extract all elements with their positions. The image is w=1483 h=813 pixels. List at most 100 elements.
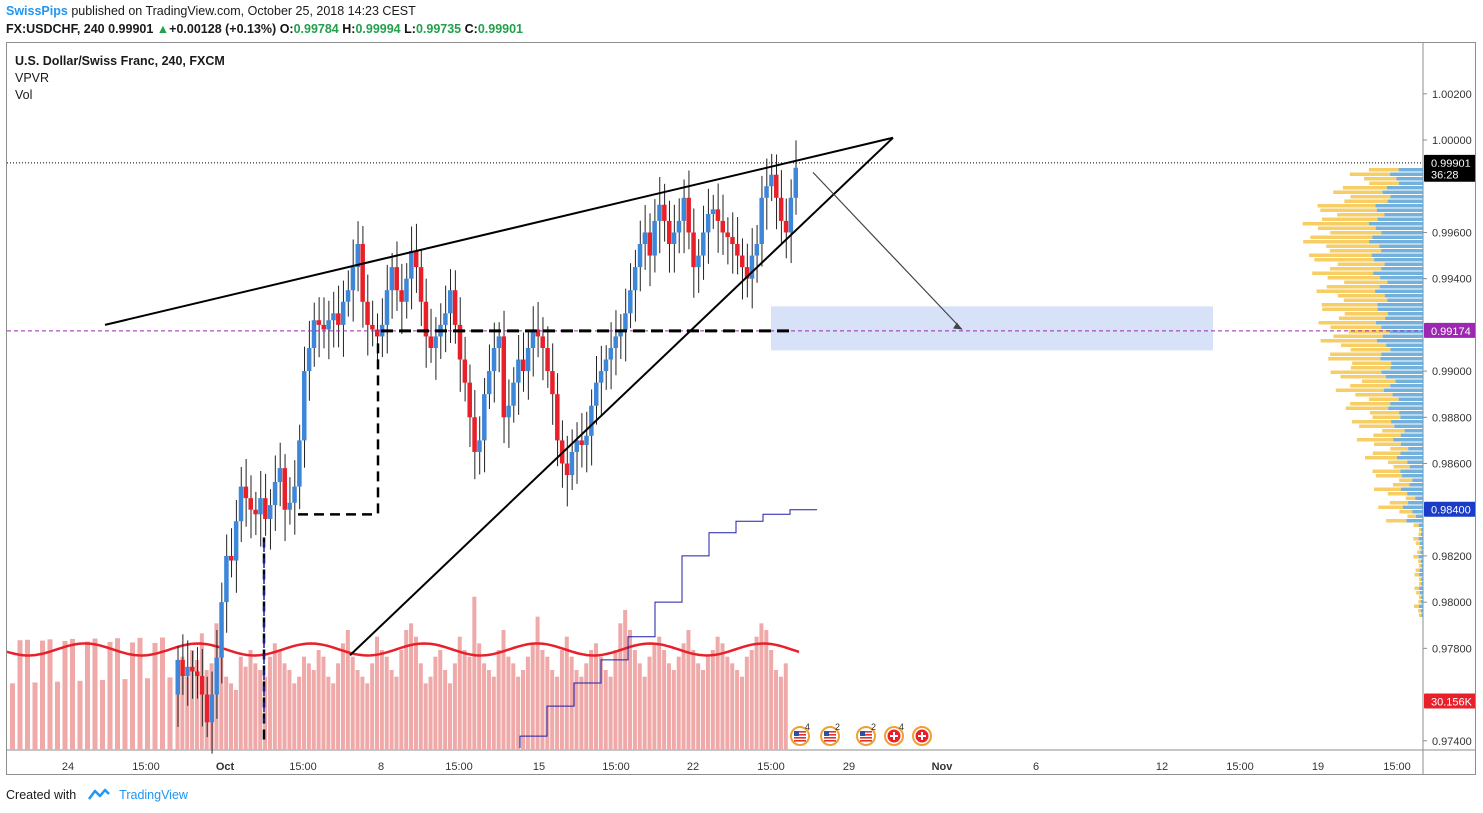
vp-bar-up — [1389, 330, 1423, 334]
vp-bar-up — [1420, 609, 1423, 613]
candle-body — [618, 329, 623, 337]
vp-bar-down — [1330, 325, 1382, 329]
x-tick-label: 29 — [843, 761, 855, 773]
vp-bar-up — [1387, 280, 1423, 284]
high-label: H: — [342, 22, 356, 36]
vp-bar-up — [1418, 604, 1423, 608]
vp-bar-up — [1400, 469, 1423, 473]
volume-bar — [443, 670, 448, 750]
vpvr-indicator-label[interactable]: VPVR — [15, 71, 50, 85]
candle-body — [710, 209, 716, 214]
vp-bar-down — [1419, 528, 1422, 532]
volume-bar — [671, 670, 676, 750]
vp-bar-up — [1390, 402, 1423, 406]
candle-body — [389, 267, 395, 291]
volume-bar — [754, 636, 759, 750]
candle-body — [764, 186, 769, 198]
vp-bar-up — [1421, 528, 1423, 532]
x-tick-label: 24 — [62, 761, 74, 773]
vp-bar-down — [1348, 330, 1390, 334]
vp-bar-up — [1376, 208, 1423, 212]
volume-bar — [413, 636, 418, 750]
volume-indicator-label[interactable]: Vol — [15, 88, 33, 102]
candle-body — [297, 440, 302, 487]
us-flag-icon[interactable]: 2 — [820, 722, 840, 746]
volume-bar — [55, 681, 60, 750]
publish-info: published on TradingView.com, October 25… — [71, 4, 416, 18]
candle-body — [501, 336, 507, 418]
vp-bar-up — [1379, 244, 1423, 248]
candle-body — [292, 486, 297, 503]
us-flag-icon[interactable]: 2 — [856, 722, 876, 746]
volume-bar — [389, 670, 394, 750]
vp-bar-up — [1398, 397, 1423, 401]
vp-bar-down — [1414, 604, 1419, 608]
vp-bar-down — [1416, 591, 1420, 595]
vp-bar-up — [1381, 370, 1423, 374]
candle-body — [467, 382, 472, 418]
vp-bar-down — [1399, 510, 1413, 514]
us-flag-icon[interactable]: 4 — [790, 722, 810, 746]
symbol-label: FX:USDCHF, 240 — [6, 22, 105, 36]
vp-bar-down — [1317, 204, 1376, 208]
candle-body — [749, 255, 755, 279]
candle-body — [448, 290, 453, 314]
x-tick-label: 6 — [1033, 761, 1039, 773]
candle-body — [413, 250, 419, 268]
swiss-flag-icon[interactable]: 4 — [884, 722, 904, 746]
candle-body — [686, 197, 691, 233]
volume-bar — [584, 663, 589, 750]
volume-bar — [85, 641, 90, 750]
candle-body — [350, 267, 356, 291]
vp-bar-up — [1419, 586, 1423, 590]
vp-bar-up — [1419, 541, 1423, 545]
candle-body — [399, 290, 404, 302]
series-title: U.S. Dollar/Swiss Franc, 240, FXCM — [15, 54, 225, 68]
price-tag-bg — [1424, 322, 1476, 338]
vp-bar-up — [1388, 406, 1423, 410]
volume-bar — [448, 683, 453, 750]
vwap-line — [519, 509, 817, 748]
vp-bar-down — [1322, 307, 1378, 311]
candle-body — [219, 602, 224, 658]
candle-body — [365, 301, 370, 325]
candle-body — [535, 329, 541, 337]
vp-bar-up — [1421, 595, 1423, 599]
vp-bar-up — [1421, 546, 1423, 550]
volume-bar — [550, 670, 555, 750]
y-tick-label: 0.97400 — [1432, 736, 1472, 748]
volume-bar — [316, 650, 321, 750]
candle-body — [579, 440, 584, 446]
ohlc-line: FX:USDCHF, 240 0.99901 ▲+0.00128 (+0.13%… — [6, 22, 523, 36]
volume-bar — [701, 670, 706, 750]
vp-bar-up — [1420, 600, 1423, 604]
swiss-flag-icon[interactable] — [912, 726, 932, 746]
tradingview-link[interactable]: TradingView — [119, 788, 188, 802]
y-tick-label: 1.00000 — [1432, 135, 1472, 147]
volume-bar — [769, 650, 774, 750]
volume-bar — [749, 650, 754, 750]
vp-bar-down — [1413, 555, 1419, 559]
vp-bar-down — [1350, 195, 1391, 199]
volume-bar — [710, 650, 715, 750]
candle-body — [525, 347, 531, 372]
vp-bar-up — [1381, 352, 1423, 356]
vp-bar-up — [1418, 523, 1423, 527]
volume-bar — [593, 643, 598, 750]
volume-bar — [277, 650, 282, 750]
low-label: L: — [404, 22, 416, 36]
volume-bar — [160, 637, 165, 750]
volume-bar — [336, 663, 341, 750]
vp-bar-down — [1335, 388, 1384, 392]
vp-bar-down — [1320, 339, 1377, 343]
author-name[interactable]: SwissPips — [6, 4, 68, 18]
candle-body — [701, 232, 706, 256]
candle-body — [657, 204, 662, 221]
y-tick-label: 0.98200 — [1432, 551, 1472, 563]
candle-body — [739, 255, 745, 268]
volume-bar — [253, 663, 258, 750]
candle-body — [662, 204, 667, 221]
x-tick-label: 19 — [1312, 761, 1324, 773]
candle-body — [705, 213, 711, 233]
